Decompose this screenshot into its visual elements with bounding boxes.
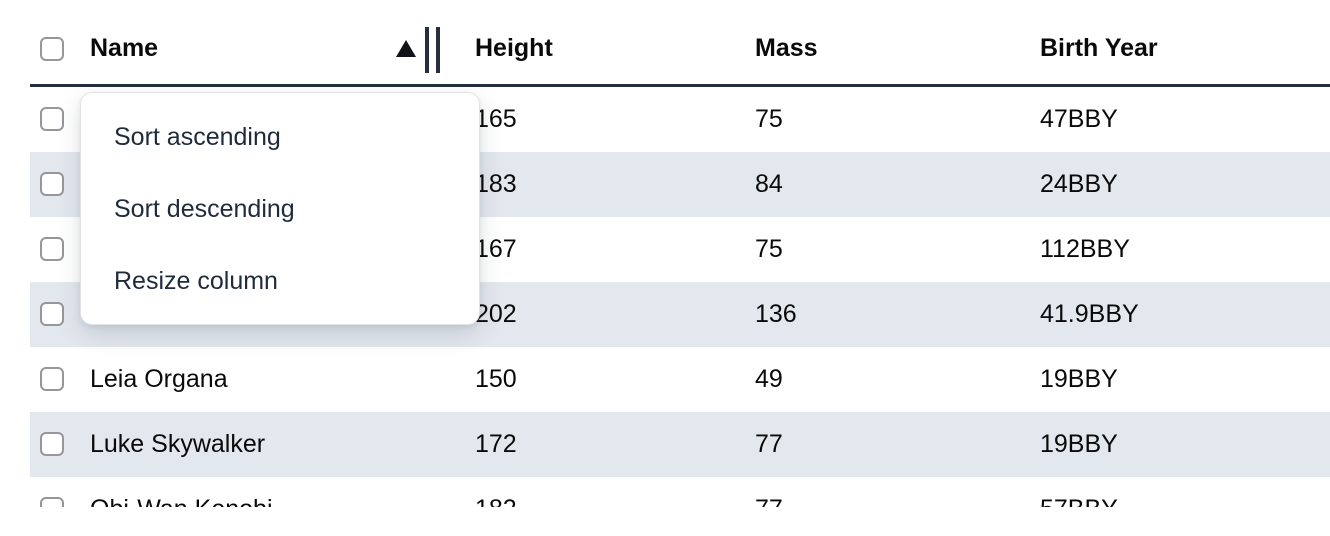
row-checkbox[interactable] xyxy=(40,432,64,456)
mass-cell: 77 xyxy=(725,477,1010,508)
resize-bar-icon xyxy=(425,27,429,73)
menu-item-sort-descending[interactable]: Sort descending xyxy=(114,194,295,223)
row-checkbox[interactable] xyxy=(40,367,64,391)
sort-ascending-icon xyxy=(396,40,416,57)
checkbox-cell xyxy=(30,85,80,152)
row-checkbox[interactable] xyxy=(40,497,64,507)
height-cell: 202 xyxy=(475,299,517,328)
birth-year-cell: 112BBY xyxy=(1040,234,1130,263)
birth-year-cell: 41.9BBY xyxy=(1040,299,1139,328)
menu-item-sort-ascending[interactable]: Sort ascending xyxy=(114,122,281,151)
height-cell: 182 xyxy=(445,477,725,508)
checkbox-cell xyxy=(30,477,80,507)
name-cell: Obi-Wan Kenobi xyxy=(80,477,445,508)
row-checkbox[interactable] xyxy=(40,107,64,131)
mass-cell: 75 xyxy=(755,104,783,133)
table-row[interactable]: Obi-Wan Kenobi 182 77 57BBY xyxy=(30,477,1330,508)
birth-year-cell: 57BBY xyxy=(1010,477,1330,508)
height-cell: 172 xyxy=(475,429,517,458)
mass-cell: 136 xyxy=(755,299,797,328)
column-header-birth-year[interactable]: Birth Year xyxy=(1010,0,1330,87)
checkbox-cell xyxy=(30,152,80,217)
birth-year-cell: 19BBY xyxy=(1040,364,1118,393)
height-cell: 167 xyxy=(475,234,517,263)
table-row[interactable]: 167 75 112BBY xyxy=(30,217,1330,282)
birth-year-cell: 24BBY xyxy=(1040,169,1118,198)
column-header-mass[interactable]: Mass xyxy=(725,0,1010,87)
column-header-name-label: Name xyxy=(90,34,159,63)
menu-item-resize-column[interactable]: Resize column xyxy=(114,266,278,295)
height-cell: 150 xyxy=(475,364,517,393)
checkbox-cell xyxy=(30,217,80,282)
row-checkbox[interactable] xyxy=(40,237,64,261)
column-context-menu: Sort ascending Sort descending Resize co… xyxy=(80,92,480,325)
column-header-name[interactable]: Name xyxy=(80,0,445,87)
table-row[interactable]: 165 75 47BBY xyxy=(30,85,1330,152)
name-cell: Luke Skywalker xyxy=(90,429,266,458)
height-cell: 165 xyxy=(475,104,517,133)
birth-year-cell: 19BBY xyxy=(1040,429,1118,458)
name-cell: Leia Organa xyxy=(90,364,228,393)
column-resize-handle[interactable] xyxy=(425,27,440,73)
table-row[interactable]: Leia Organa 150 49 19BBY xyxy=(30,347,1330,412)
column-header-height[interactable]: Height xyxy=(445,0,725,87)
select-all-cell xyxy=(30,0,80,87)
row-checkbox[interactable] xyxy=(40,302,64,326)
resize-bar-icon xyxy=(436,27,440,73)
height-cell: 183 xyxy=(475,169,517,198)
mass-cell: 77 xyxy=(755,429,783,458)
checkbox-cell xyxy=(30,347,80,412)
row-checkbox[interactable] xyxy=(40,172,64,196)
select-all-checkbox[interactable] xyxy=(40,36,64,61)
mass-cell: 84 xyxy=(755,169,783,198)
table-row[interactable]: Luke Skywalker 172 77 19BBY xyxy=(30,411,1330,477)
checkbox-cell xyxy=(30,412,80,477)
birth-year-cell: 47BBY xyxy=(1040,104,1118,133)
header-row: Name Height Mass Birth Year xyxy=(30,0,1330,87)
checkbox-cell xyxy=(30,282,80,347)
mass-cell: 49 xyxy=(755,364,783,393)
mass-cell: 75 xyxy=(755,234,783,263)
